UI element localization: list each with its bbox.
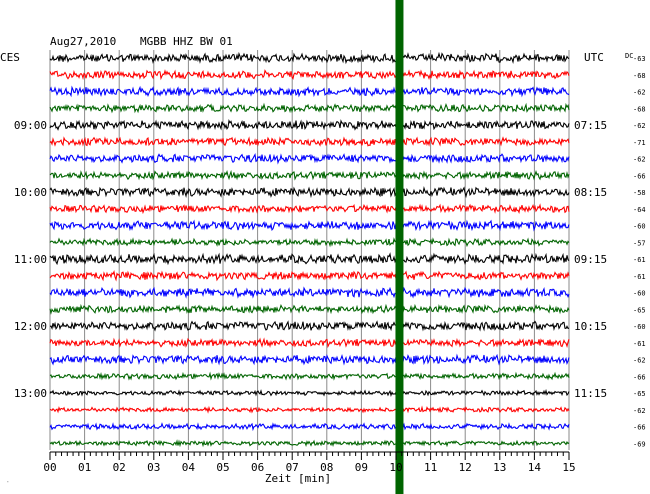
trace-line xyxy=(49,136,570,148)
trace-line xyxy=(49,153,570,165)
dc-value-label: -62 xyxy=(633,89,646,97)
x-tick-label: 06 xyxy=(251,461,264,474)
trace-line xyxy=(49,371,570,381)
dc-value-label: -65 xyxy=(633,306,646,314)
x-tick-label: 11 xyxy=(424,461,437,474)
trace-line xyxy=(49,169,570,181)
trace-line xyxy=(49,388,570,398)
left-time-label: 09:00 xyxy=(14,119,47,132)
trace-line xyxy=(49,320,570,332)
left-time-label: 12:00 xyxy=(14,320,47,333)
station-label: MGBB HHZ BW 01 xyxy=(140,35,233,48)
trace-line xyxy=(49,353,570,366)
dc-value-label: -65 xyxy=(633,390,646,398)
dc-value-label: -68 xyxy=(633,105,646,113)
trace-line xyxy=(49,337,570,349)
trace-line xyxy=(49,422,570,432)
trace-line xyxy=(49,51,570,65)
trace-line xyxy=(49,102,570,114)
dc-value-label: -66 xyxy=(633,172,646,180)
x-tick-label: 00 xyxy=(43,461,56,474)
event-marker-band xyxy=(395,0,404,494)
dc-value-label: -61 xyxy=(633,273,646,281)
trace-line xyxy=(49,203,570,215)
dc-value-label: -62 xyxy=(633,357,646,365)
date-label: Aug27,2010 xyxy=(50,35,116,48)
dc-labels: -63 -68 -62 -68 -62 -71 -62 -66 -58 -64 -60 -57 -61 -… xyxy=(633,55,646,448)
x-tick-label: 09 xyxy=(355,461,368,474)
x-tick-label: 08 xyxy=(320,461,333,474)
dc-value-label: -60 xyxy=(633,290,646,298)
trace-line xyxy=(49,439,570,448)
dc-value-label: -68 xyxy=(633,72,646,80)
left-time-label: 10:00 xyxy=(14,186,47,199)
minute-grid xyxy=(49,50,570,450)
x-tick-label: 03 xyxy=(147,461,160,474)
trace-line xyxy=(49,185,570,199)
dc-value-label: -69 xyxy=(633,440,646,448)
x-axis-title: Zeit [min] xyxy=(265,472,331,485)
dc-value-label: -58 xyxy=(633,189,646,197)
x-tick-label: 13 xyxy=(493,461,506,474)
trace-line xyxy=(49,303,570,315)
dc-value-label: -61 xyxy=(633,256,646,264)
x-tick-label: 15 xyxy=(562,461,575,474)
corner-mark: ͘ xyxy=(4,481,9,489)
dc-value-label: -63 xyxy=(633,55,646,63)
time-labels: 09:00 10:00 11:00 12:00 13:00 07:15 08:15 09:15… xyxy=(14,119,607,400)
dc-value-label: -60 xyxy=(633,223,646,231)
dc-value-label: -71 xyxy=(633,139,646,147)
trace-line xyxy=(49,405,570,414)
dc-value-label: -62 xyxy=(633,156,646,164)
dc-value-label: -64 xyxy=(633,206,646,214)
right-time-label: 08:15 xyxy=(574,186,607,199)
x-axis: 00 01 02 03 04 05 06 07 08 09 10 11 12 13 14 15 xyxy=(43,451,576,474)
trace-line xyxy=(49,270,570,282)
trace-line xyxy=(49,219,570,232)
left-timezone-label: CES xyxy=(0,51,20,64)
trace-line xyxy=(49,237,570,248)
x-tick-label: 14 xyxy=(528,461,542,474)
x-tick-label: 10 xyxy=(389,461,402,474)
x-tick-label: 07 xyxy=(286,461,299,474)
dc-value-label: -66 xyxy=(633,424,646,432)
trace-line xyxy=(49,119,570,131)
seismic-traces xyxy=(49,51,570,448)
x-tick-label: 12 xyxy=(459,461,472,474)
left-time-label: 11:00 xyxy=(14,253,47,266)
trace-line xyxy=(49,69,570,81)
trace-line xyxy=(49,85,570,98)
x-tick-label: 05 xyxy=(216,461,229,474)
dc-value-label: -62 xyxy=(633,122,646,130)
event-marker-layer xyxy=(395,0,404,494)
x-tick-label: 01 xyxy=(78,461,91,474)
dc-value-label: -60 xyxy=(633,323,646,331)
trace-line xyxy=(49,252,570,266)
x-tick-label: 02 xyxy=(113,461,126,474)
dc-value-label: -66 xyxy=(633,373,646,381)
right-time-label: 11:15 xyxy=(574,387,607,400)
right-time-label: 09:15 xyxy=(574,253,607,266)
right-timezone-label: UTC xyxy=(584,51,604,64)
dc-value-label: -62 xyxy=(633,407,646,415)
x-tick-label: 04 xyxy=(182,461,196,474)
right-time-label: 10:15 xyxy=(574,320,607,333)
dc-value-label: -57 xyxy=(633,239,646,247)
dc-value-label: -61 xyxy=(633,340,646,348)
dc-header-label: DC xyxy=(625,52,633,60)
left-time-label: 13:00 xyxy=(14,387,47,400)
trace-line xyxy=(49,286,570,299)
right-time-label: 07:15 xyxy=(574,119,607,132)
